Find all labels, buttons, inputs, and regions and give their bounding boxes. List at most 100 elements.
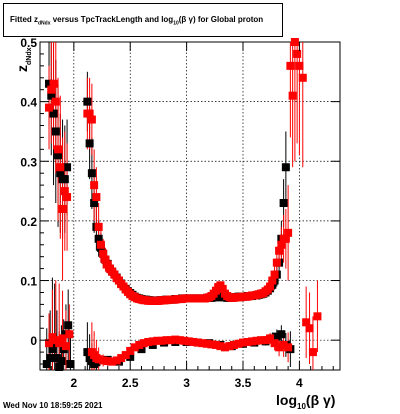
red-data-point xyxy=(218,284,227,293)
y-tick-label: 0.5 xyxy=(20,36,37,50)
red-data-point xyxy=(272,258,281,267)
black-data-point xyxy=(126,352,135,361)
black-data-point xyxy=(55,363,64,372)
red-data-point xyxy=(225,342,234,351)
black-data-point xyxy=(94,234,103,243)
red-data-point xyxy=(234,339,243,348)
red-data-point xyxy=(302,318,311,327)
red-data-point xyxy=(313,312,322,321)
red-data-point xyxy=(112,356,121,365)
red-data-point xyxy=(157,336,166,345)
red-data-point xyxy=(144,337,153,346)
axis-tick-labels: 2 2.5 3 3.5 4 0 0.1 0.2 0.3 0.4 0.5 xyxy=(20,36,303,390)
x-tick-label: 3 xyxy=(183,376,190,390)
chart-title: Fitted zdNdx versus TpcTrackLength and l… xyxy=(3,3,283,37)
black-data-point xyxy=(57,357,66,366)
red-data-point xyxy=(87,115,96,124)
x-tick-label: 2 xyxy=(70,376,77,390)
red-data-point xyxy=(286,61,295,70)
red-data-point xyxy=(58,204,67,213)
data-markers xyxy=(42,38,322,372)
title-sub-10: 10 xyxy=(173,20,179,27)
black-data-point xyxy=(137,345,146,354)
red-data-point xyxy=(55,339,64,348)
red-data-point xyxy=(257,336,266,345)
red-data-point xyxy=(275,343,284,352)
red-data-point xyxy=(171,335,180,344)
black-data-point xyxy=(85,139,94,148)
red-data-point xyxy=(284,343,293,352)
red-data-point xyxy=(305,324,314,333)
red-data-point xyxy=(239,338,248,347)
red-data-point xyxy=(51,97,60,106)
y-tick-label: 0.1 xyxy=(20,275,37,289)
x-axis-label-post: (β γ) xyxy=(305,392,336,408)
red-data-point xyxy=(279,340,288,349)
red-data-point xyxy=(126,346,135,355)
black-data-point xyxy=(46,354,55,363)
black-data-point xyxy=(90,199,99,208)
red-data-point xyxy=(298,73,307,82)
y-tick-label: 0.2 xyxy=(20,215,37,229)
red-data-point xyxy=(277,240,286,249)
red-data-point xyxy=(220,343,229,352)
red-data-point xyxy=(65,330,74,339)
red-data-point xyxy=(290,38,299,46)
red-data-point xyxy=(295,61,304,70)
y-axis-label-sub: dNdx xyxy=(25,47,33,66)
red-data-point xyxy=(139,339,148,348)
title-text-pre: Fitted z xyxy=(10,15,38,24)
black-data-point xyxy=(63,163,72,172)
red-data-point xyxy=(184,337,193,346)
title-sub-dndx: dNdx xyxy=(38,20,51,27)
black-data-point xyxy=(83,348,92,357)
red-data-point xyxy=(166,336,175,345)
red-data-point xyxy=(117,354,126,363)
red-data-point xyxy=(202,339,211,348)
red-data-point xyxy=(61,342,70,351)
red-data-point xyxy=(58,334,67,343)
red-data-point xyxy=(96,240,105,249)
red-data-point xyxy=(135,340,144,349)
red-data-point xyxy=(216,342,225,351)
x-axis-label-sub: 10 xyxy=(297,401,306,411)
black-data-point xyxy=(272,332,281,341)
title-text-mid: versus TpcTrackLength and log xyxy=(50,15,174,24)
red-data-point xyxy=(211,340,220,349)
red-data-point xyxy=(198,339,207,348)
black-data-point xyxy=(48,345,57,354)
red-data-point xyxy=(60,187,69,196)
red-data-point xyxy=(266,334,275,343)
red-data-point xyxy=(266,282,275,291)
y-tick-label: 0.4 xyxy=(20,96,37,110)
red-data-point xyxy=(63,193,72,202)
black-data-point xyxy=(45,79,54,88)
black-data-point xyxy=(51,127,60,136)
red-data-point xyxy=(284,228,293,237)
red-data-point xyxy=(248,337,257,346)
red-data-point xyxy=(99,249,108,258)
red-data-point xyxy=(175,336,184,345)
black-data-point xyxy=(60,175,69,184)
red-data-point xyxy=(288,91,297,100)
black-data-point xyxy=(83,97,92,106)
red-data-point xyxy=(101,255,110,264)
black-data-point xyxy=(49,109,58,118)
red-data-point xyxy=(193,338,202,347)
red-data-point xyxy=(90,181,99,190)
x-tick-label: 4 xyxy=(296,376,303,390)
red-data-point xyxy=(252,336,261,345)
black-data-point xyxy=(47,91,56,100)
red-data-point xyxy=(268,276,277,285)
red-data-point xyxy=(243,337,252,346)
red-data-point xyxy=(180,336,189,345)
y-tick-label: 0.3 xyxy=(20,155,37,169)
y-tick-label: 0 xyxy=(30,334,37,348)
red-data-point xyxy=(45,339,54,348)
red-data-point xyxy=(45,103,54,112)
red-data-point xyxy=(92,193,101,202)
red-data-point xyxy=(99,356,108,365)
red-data-point xyxy=(148,337,157,346)
red-data-point xyxy=(85,109,94,118)
